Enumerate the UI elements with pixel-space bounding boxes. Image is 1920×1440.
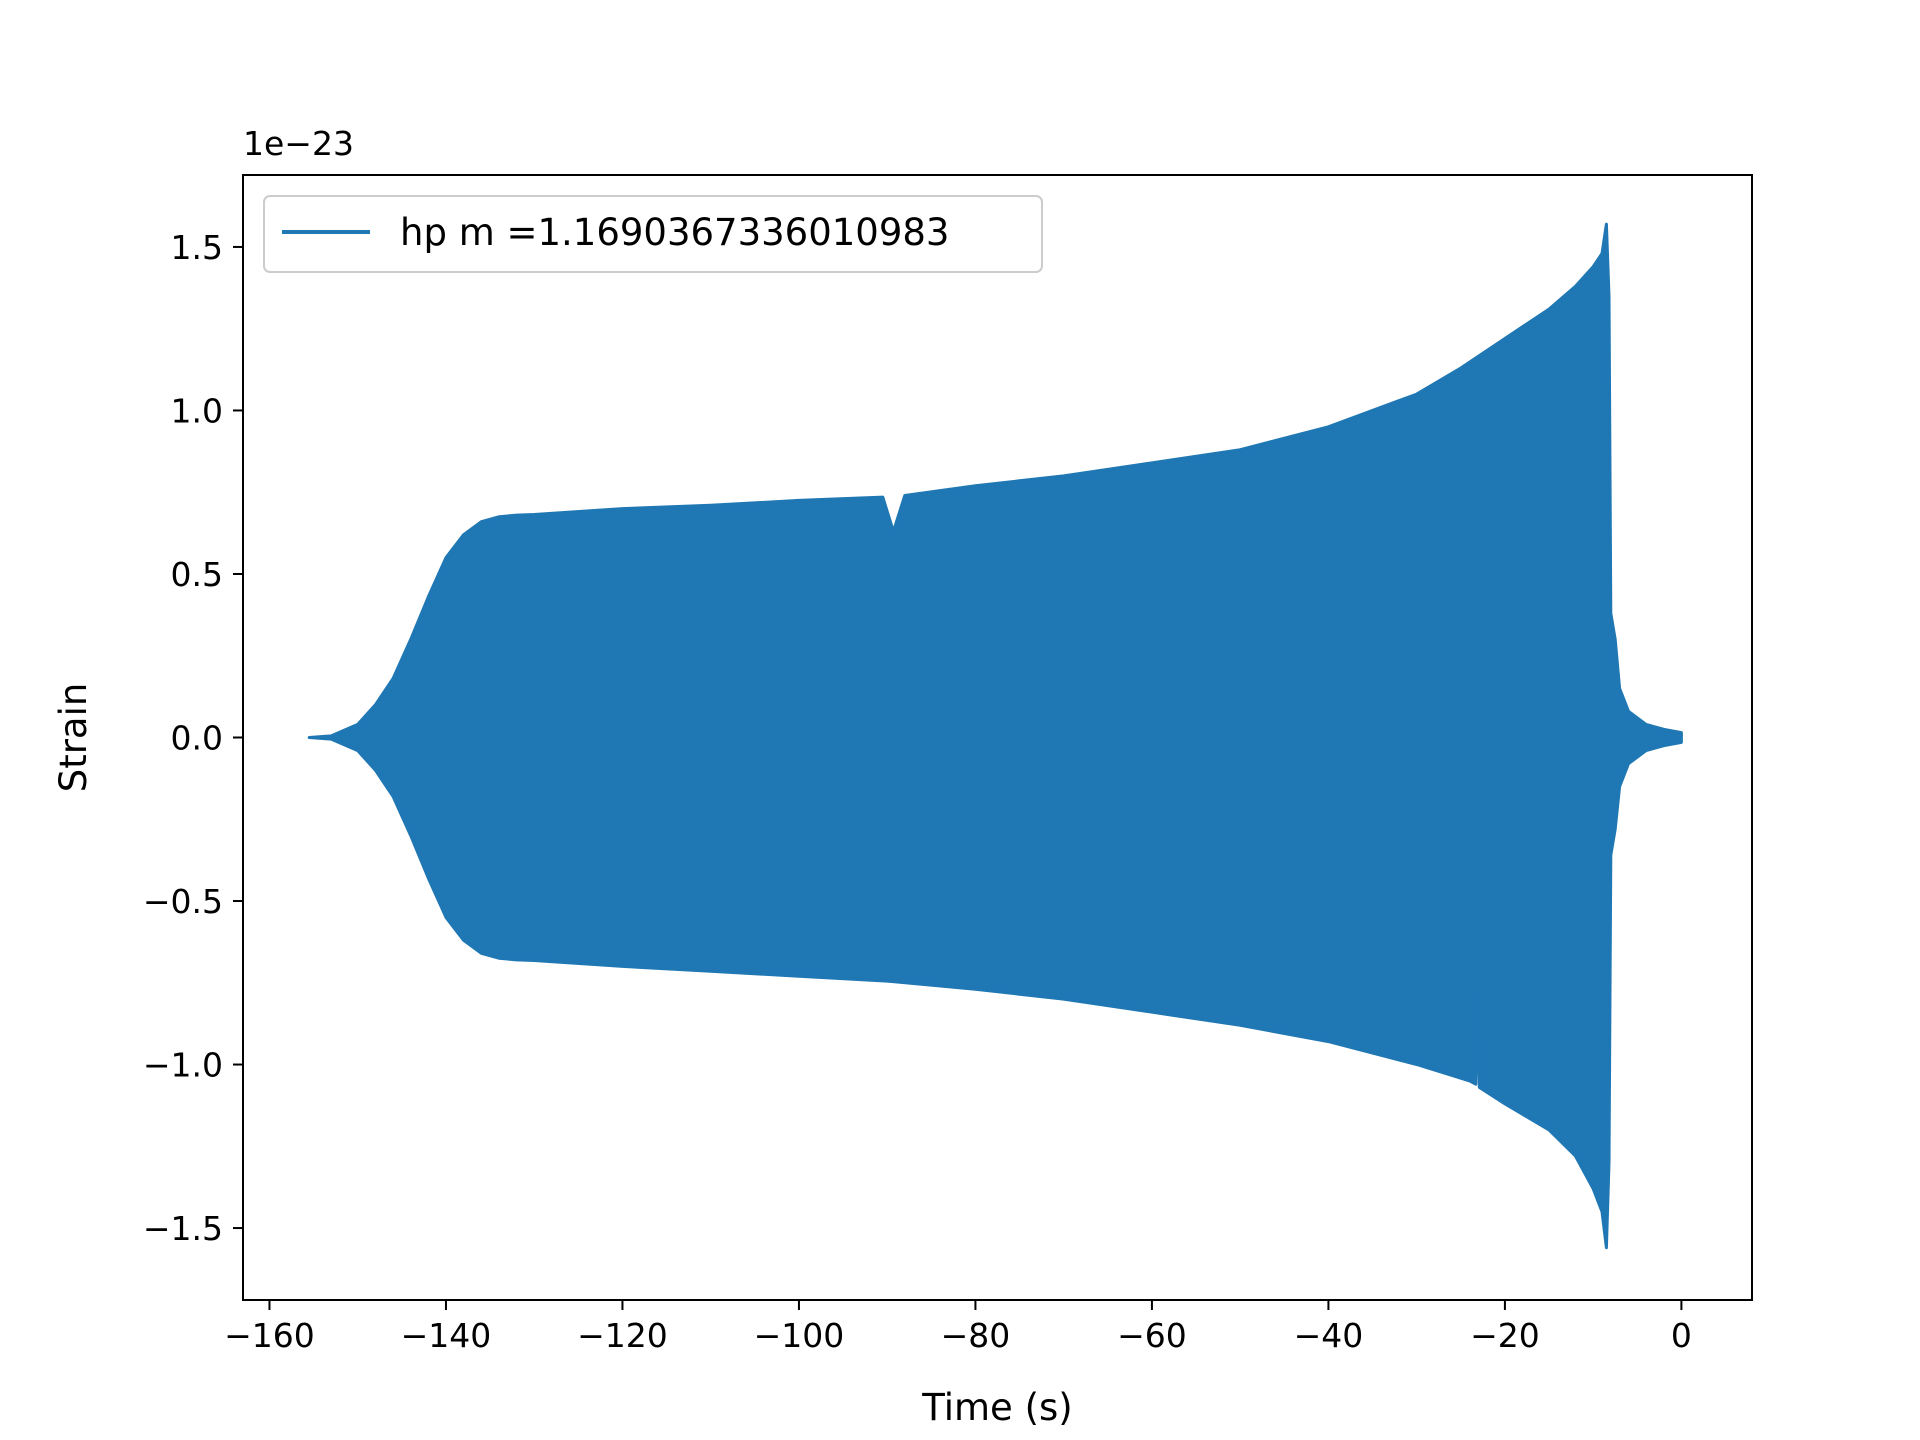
x-tick-label: −60 xyxy=(1117,1316,1187,1355)
y-axis: −1.5 −1.0 −0.5 0.0 0.5 1.0 1.5 xyxy=(143,228,243,1248)
x-tick-label: −20 xyxy=(1470,1316,1540,1355)
plot-area xyxy=(307,222,1683,1250)
series-0-waveform xyxy=(307,222,1683,1250)
y-axis-title: Strain xyxy=(52,683,95,793)
y-tick-label: 1.5 xyxy=(171,228,223,267)
x-tick-label: −40 xyxy=(1294,1316,1364,1355)
y-tick-label: 0.5 xyxy=(171,555,223,594)
x-tick-label: −100 xyxy=(754,1316,845,1355)
y-offset-label: 1e−23 xyxy=(243,124,354,163)
x-tick-label: 0 xyxy=(1671,1316,1692,1355)
x-tick-label: −80 xyxy=(941,1316,1011,1355)
y-tick-label: 0.0 xyxy=(171,719,223,758)
x-tick-label: −160 xyxy=(224,1316,315,1355)
x-tick-label: −140 xyxy=(401,1316,492,1355)
y-tick-label: −1.5 xyxy=(143,1209,223,1248)
y-tick-label: −1.0 xyxy=(143,1046,223,1085)
y-tick-label: 1.0 xyxy=(171,391,223,430)
x-axis-title: Time (s) xyxy=(921,1386,1072,1429)
y-tick-label: −0.5 xyxy=(143,882,223,921)
x-tick-label: −120 xyxy=(577,1316,668,1355)
legend-label: hp m =1.1690367336010983 xyxy=(400,211,949,254)
x-axis: −160 −140 −120 −100 −80 −60 −40 −20 0 xyxy=(224,1300,1692,1355)
legend-box xyxy=(263,195,1043,273)
legend: hp m =1.1690367336010983 xyxy=(263,195,1043,273)
